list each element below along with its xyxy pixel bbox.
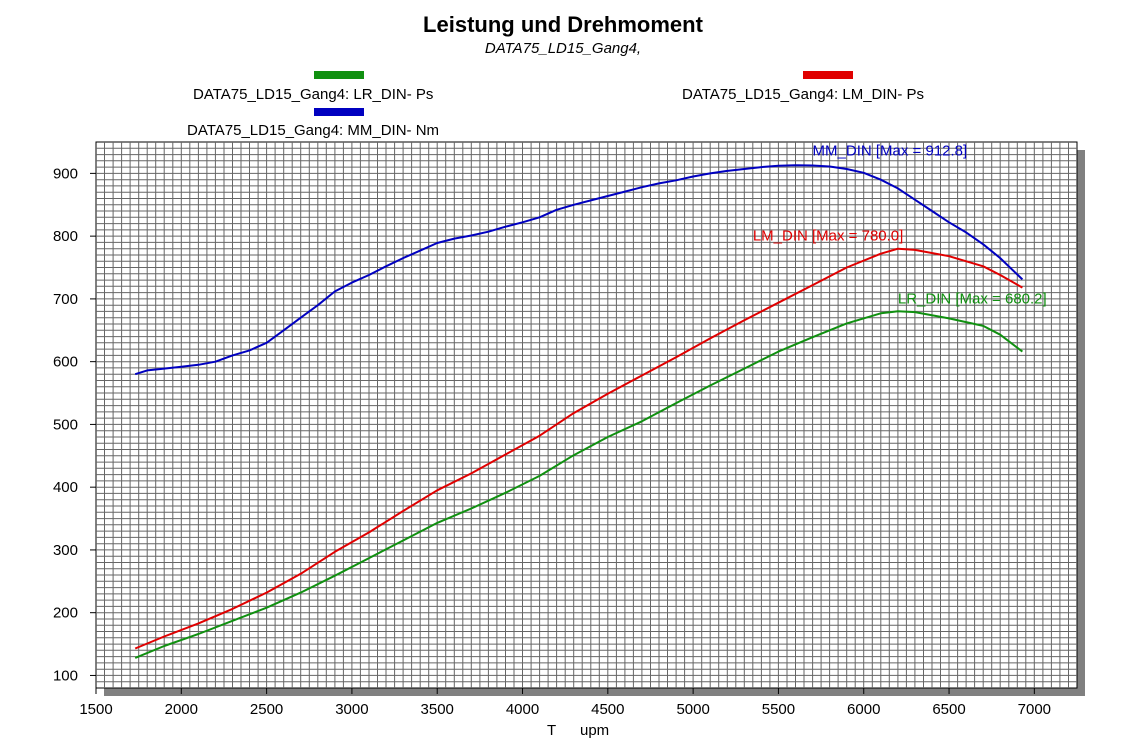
tick-labels: 1500 2000 2500 3000 3500 4000 4500 5000 5500 6000…	[53, 165, 1051, 718]
series-lines	[134, 164, 1024, 659]
x-axis-label: T	[547, 722, 557, 739]
series-line-lrdin	[134, 310, 1024, 659]
x-tick-label: 2000	[165, 701, 198, 718]
x-axis-unit: upm	[580, 722, 610, 739]
x-tick-label: 2500	[250, 701, 283, 718]
x-tick-label: 4500	[591, 701, 624, 718]
x-tick-label: 3000	[335, 701, 368, 718]
y-tick-label: 800	[53, 228, 78, 245]
series-line-mmdin	[134, 164, 1024, 376]
series-line-lmdin	[134, 247, 1023, 650]
x-tick-label: 6000	[847, 701, 880, 718]
chart-subtitle: DATA75_LD15_Gang4,	[484, 40, 642, 57]
y-tick-label: 300	[53, 542, 78, 559]
x-tick-label: 5500	[762, 701, 795, 718]
y-tick-label: 200	[53, 605, 78, 622]
y-tick-label: 500	[53, 416, 78, 433]
y-tick-label: 900	[53, 165, 78, 182]
y-tick-label: 600	[53, 354, 78, 371]
legend-swatch-lr	[314, 71, 364, 79]
x-tick-label: 3500	[421, 701, 454, 718]
x-tick-label: 1500	[79, 701, 112, 718]
x-tick-label: 5000	[676, 701, 709, 718]
chart-title: Leistung und Drehmoment	[423, 12, 703, 37]
max-annotation-lrdin: LR_DIN [Max = 680.2]	[898, 290, 1047, 307]
y-tick-label: 700	[53, 291, 78, 308]
legend-label-lr: DATA75_LD15_Gang4: LR_DIN- Ps	[193, 86, 434, 103]
legend-label-lm: DATA75_LD15_Gang4: LM_DIN- Ps	[682, 86, 925, 103]
y-tick-label: 100	[53, 667, 78, 684]
y-tick-label: 400	[53, 479, 78, 496]
legend-label-mm: DATA75_LD15_Gang4: MM_DIN- Nm	[187, 122, 440, 139]
max-annotation-mmdin: MM_DIN [Max = 912.8]	[813, 142, 968, 159]
x-tick-label: 6500	[932, 701, 965, 718]
x-tick-label: 7000	[1018, 701, 1051, 718]
max-annotations: MM_DIN [Max = 912.8] LM_DIN [Max = 780.0]…	[753, 142, 1047, 307]
max-annotation-lmdin: LM_DIN [Max = 780.0]	[753, 228, 903, 245]
legend-swatch-mm	[314, 108, 364, 116]
legend-swatch-lm	[803, 71, 853, 79]
x-tick-label: 4000	[506, 701, 539, 718]
